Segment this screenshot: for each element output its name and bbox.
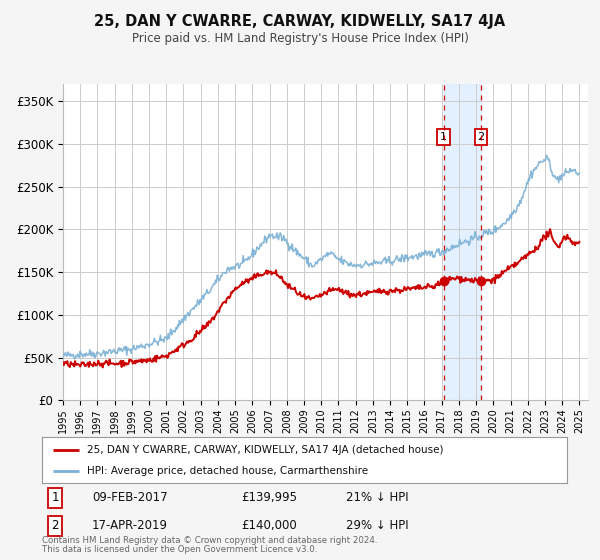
Text: 09-FEB-2017: 09-FEB-2017 — [92, 491, 167, 505]
Text: Price paid vs. HM Land Registry's House Price Index (HPI): Price paid vs. HM Land Registry's House … — [131, 32, 469, 45]
Text: This data is licensed under the Open Government Licence v3.0.: This data is licensed under the Open Gov… — [42, 545, 317, 554]
Text: 25, DAN Y CWARRE, CARWAY, KIDWELLY, SA17 4JA (detached house): 25, DAN Y CWARRE, CARWAY, KIDWELLY, SA17… — [86, 445, 443, 455]
Text: 1: 1 — [52, 491, 59, 505]
Text: 2: 2 — [478, 132, 485, 142]
Text: 1: 1 — [440, 132, 447, 142]
Text: £140,000: £140,000 — [241, 519, 297, 533]
Text: £139,995: £139,995 — [241, 491, 298, 505]
Text: 29% ↓ HPI: 29% ↓ HPI — [347, 519, 409, 533]
Text: 2: 2 — [52, 519, 59, 533]
Text: HPI: Average price, detached house, Carmarthenshire: HPI: Average price, detached house, Carm… — [86, 466, 368, 476]
Text: 21% ↓ HPI: 21% ↓ HPI — [347, 491, 409, 505]
Text: Contains HM Land Registry data © Crown copyright and database right 2024.: Contains HM Land Registry data © Crown c… — [42, 536, 377, 545]
Text: 25, DAN Y CWARRE, CARWAY, KIDWELLY, SA17 4JA: 25, DAN Y CWARRE, CARWAY, KIDWELLY, SA17… — [94, 14, 506, 29]
Bar — [443, 84, 481, 400]
Text: 17-APR-2019: 17-APR-2019 — [92, 519, 168, 533]
